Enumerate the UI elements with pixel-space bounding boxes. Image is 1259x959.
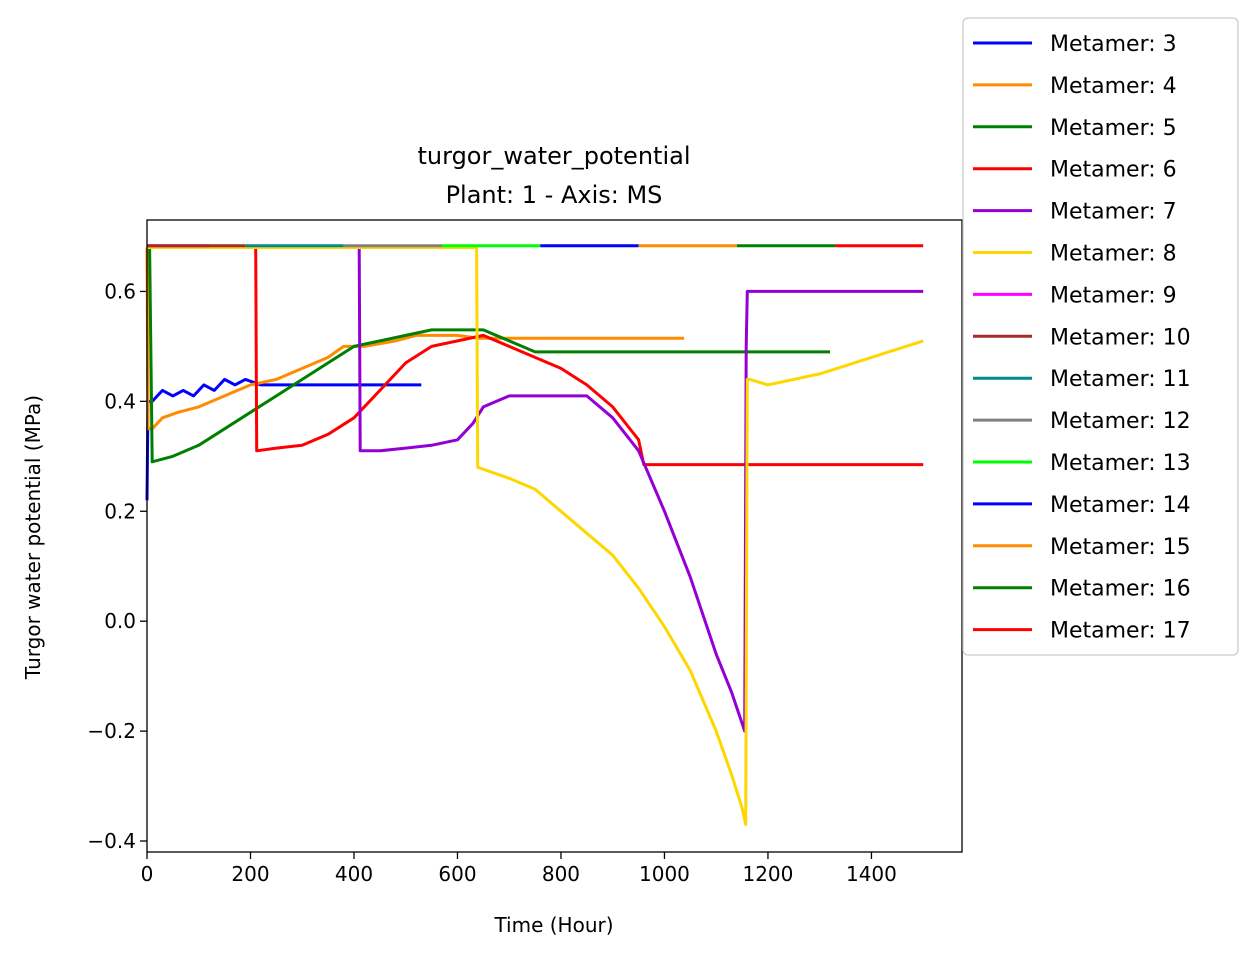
legend-label: Metamer: 8: [1050, 242, 1177, 267]
legend-label: Metamer: 7: [1050, 200, 1177, 225]
x-tick-label: 0: [141, 862, 154, 886]
series-line-metamer-7: [147, 246, 924, 733]
series-lines: [145, 244, 924, 826]
legend-label: Metamer: 14: [1050, 493, 1191, 518]
legend: Metamer: 3 Metamer: 4 Metamer: 5 Metamer: 6…: [962, 17, 1239, 656]
legend-box: [962, 17, 1239, 656]
x-tick-label: 1000: [639, 862, 690, 886]
y-tick-label: 0.6: [104, 279, 136, 303]
chart-title: turgor_water_potential: [418, 142, 691, 170]
legend-label: Metamer: 10: [1050, 325, 1191, 350]
y-tick-label: −0.2: [87, 719, 136, 743]
x-tick-label: 600: [438, 862, 476, 886]
series-line-metamer-5: [147, 246, 830, 464]
chart-subtitle: Plant: 1 - Axis: MS: [446, 181, 663, 209]
legend-label: Metamer: 12: [1050, 409, 1191, 434]
legend-label: Metamer: 16: [1050, 577, 1191, 602]
legend-label: Metamer: 17: [1050, 619, 1191, 644]
series-line-metamer-3: [145, 377, 422, 501]
y-tick-label: 0.0: [104, 609, 136, 633]
y-axis-title: Turgor water potential (MPa): [21, 395, 45, 680]
legend-label: Metamer: 9: [1050, 283, 1177, 308]
x-tick-label: 1200: [742, 862, 793, 886]
x-axis-title: Time (Hour): [493, 913, 613, 937]
x-tick-label: 400: [335, 862, 373, 886]
axis-ticks: 0 200 400 600 800 1000 1200 1400 −0.4 −0.2 0.0 0.2 0…: [87, 279, 896, 886]
y-tick-label: 0.2: [104, 499, 136, 523]
series-line-metamer-6: [147, 246, 924, 467]
y-tick-label: 0.4: [104, 389, 136, 413]
plot-frame: [146, 219, 963, 853]
legend-label: Metamer: 15: [1050, 535, 1191, 560]
y-tick-label: −0.4: [87, 829, 136, 853]
x-tick-label: 800: [542, 862, 580, 886]
legend-label: Metamer: 13: [1050, 451, 1191, 476]
series-line-metamer-4: [145, 247, 685, 431]
series-line-metamer-8: [147, 246, 924, 826]
legend-label: Metamer: 5: [1050, 116, 1177, 141]
legend-label: Metamer: 6: [1050, 158, 1177, 183]
legend-label: Metamer: 4: [1050, 74, 1177, 99]
x-tick-label: 200: [231, 862, 269, 886]
legend-label: Metamer: 11: [1050, 367, 1191, 392]
legend-label: Metamer: 3: [1050, 32, 1177, 57]
x-tick-label: 1400: [846, 862, 897, 886]
